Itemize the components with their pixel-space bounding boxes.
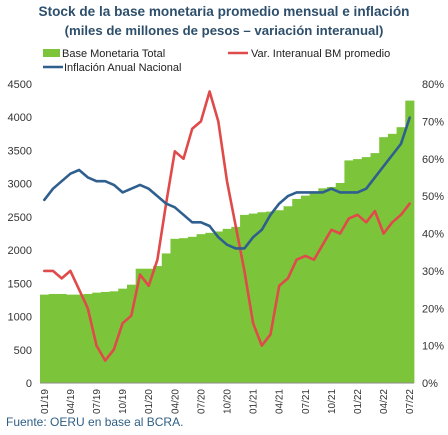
bar [300,195,311,383]
bar [83,293,93,383]
bar [292,198,302,383]
bar [248,213,258,383]
left-tick-label: 4500 [8,79,32,91]
bar [126,284,137,383]
right-tick-label: 30% [422,266,444,278]
chart-subtitle: (miles de millones de pesos – variación … [64,23,384,38]
left-tick-label: 500 [14,345,32,357]
right-tick-label: 60% [422,154,444,166]
x-tick-label: 10/20 [223,389,234,414]
bar [100,291,110,383]
bar [379,137,389,383]
bar [170,238,180,383]
legend-label-inflacion: Inflación Anual Nacional [64,62,181,74]
bar [205,232,215,383]
x-tick-label: 01/20 [144,389,155,414]
right-tick-label: 0% [422,378,438,390]
bar [161,253,171,383]
right-tick-label: 70% [422,116,444,128]
bar [57,293,67,383]
bar [135,268,145,383]
bar [66,294,76,383]
right-tick-label: 40% [422,229,444,241]
bar [92,292,102,383]
legend-label-var-interanual: Var. Interanual BM promedio [251,48,390,60]
chart-title: Stock de la base monetaria promedio mens… [38,4,410,19]
left-tick-label: 2500 [8,212,32,224]
x-tick-label: 01/22 [353,389,364,414]
left-tick-label: 2000 [8,245,32,257]
left-tick-label: 3000 [8,179,32,191]
bar [222,228,232,383]
bar [118,288,128,383]
bar [396,127,406,383]
bar [109,291,119,383]
x-tick-label: 01/19 [40,389,51,414]
bar [309,192,319,383]
bar [240,214,250,383]
x-tick-label: 10/21 [327,389,338,414]
bar [144,268,154,383]
x-tick-label: 10/19 [118,389,129,414]
series-line-var-interanual [42,90,412,362]
bar [283,206,293,383]
bar [327,186,337,383]
left-tick-label: 1000 [8,312,32,324]
x-tick-label: 07/22 [405,389,416,414]
bar [153,266,163,383]
x-tick-label: 04/19 [66,389,77,414]
left-tick-label: 3500 [8,145,32,157]
x-tick-label: 04/20 [170,389,181,414]
bar [405,100,415,383]
source-note: Fuente: OERU en base al BCRA. [6,415,184,429]
x-tick-label: 07/21 [301,389,312,414]
x-tick-label: 01/21 [249,389,260,414]
legend-swatch-base-monetaria [43,49,60,57]
legend-label-base-monetaria: Base Monetaria Total [62,48,165,60]
x-tick-label: 07/19 [92,389,103,414]
bar [266,211,276,383]
bar [344,160,354,383]
bar [231,226,241,383]
x-tick-label: 07/20 [196,389,207,414]
bar [335,183,345,383]
bar [353,159,363,383]
bar [196,234,206,383]
bar [74,294,84,383]
bar [387,133,398,383]
left-tick-label: 1500 [8,278,32,290]
right-tick-label: 10% [422,341,444,353]
bar [361,157,371,383]
bar [274,210,284,383]
right-tick-label: 50% [422,191,444,203]
bar [213,231,224,383]
left-tick-label: 4000 [8,112,32,124]
x-tick-label: 04/21 [275,389,286,414]
right-tick-label: 20% [422,303,444,315]
bar [318,188,328,383]
x-tick-label: 04/22 [379,389,390,414]
bar [370,153,380,383]
right-tick-label: 80% [422,79,444,91]
left-tick-label: 0 [26,378,32,390]
bar [257,212,267,383]
series-line-inflacion [42,116,412,250]
bar [40,294,50,383]
bar [179,238,189,383]
bar [48,293,58,383]
bar [187,236,197,383]
